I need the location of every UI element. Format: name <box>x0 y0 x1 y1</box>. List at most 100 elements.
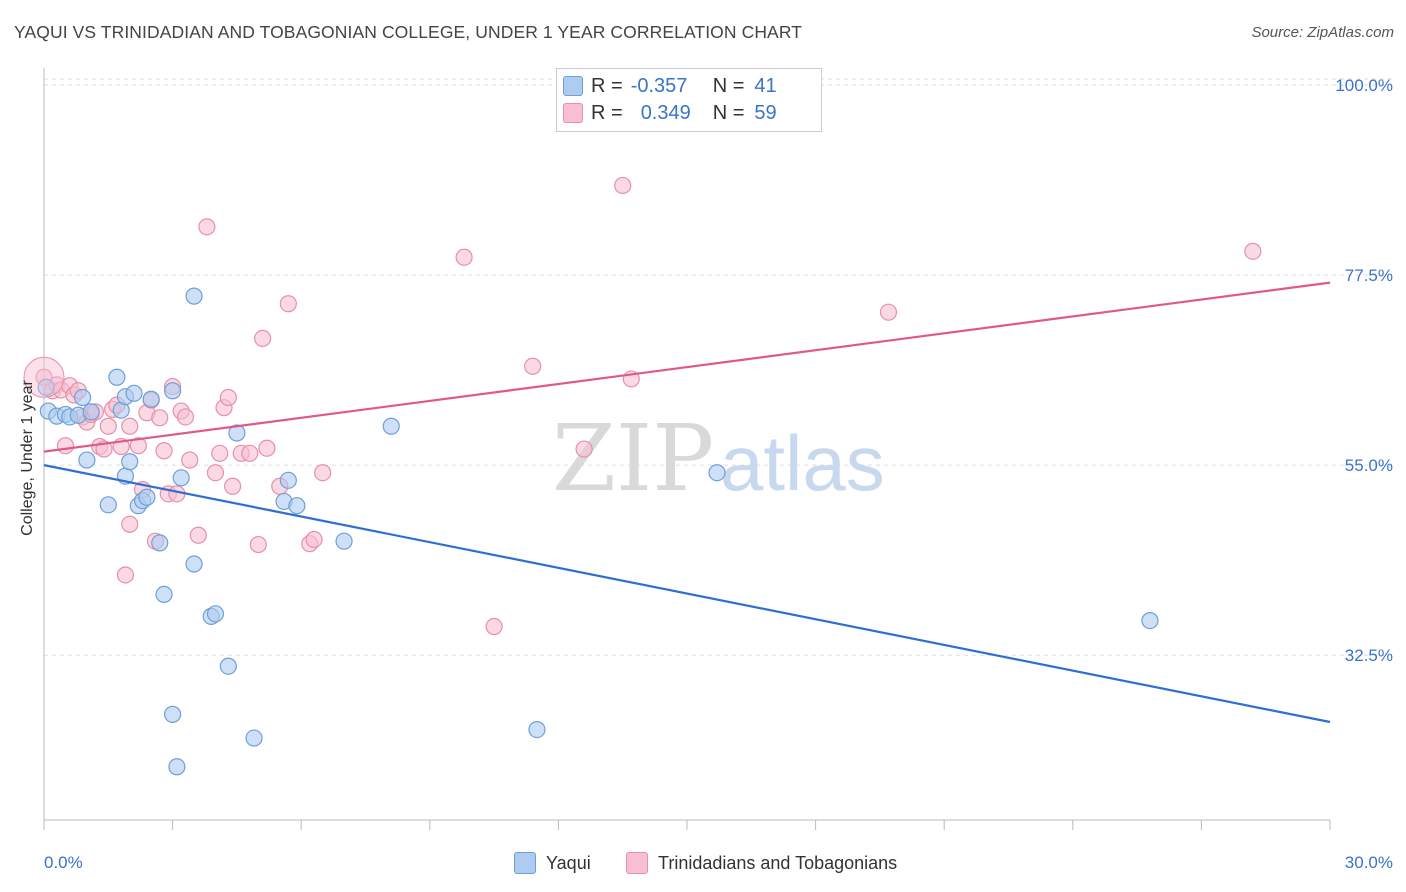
yaqui-point <box>206 605 225 623</box>
n-value: 59 <box>754 101 777 124</box>
trinidadian-point <box>181 451 199 469</box>
yaqui-point <box>164 382 182 400</box>
legend-label-trinidadian: Trinidadians and Tobagonians <box>658 852 898 873</box>
trinidadian-point <box>258 439 276 457</box>
yaqui-point <box>108 368 126 386</box>
grid-layer <box>44 78 1395 656</box>
axis-layer <box>43 68 1331 830</box>
legend-row-trinidadian: R = 0.349 N = 59 <box>563 100 777 126</box>
trinidadian-point <box>129 437 147 455</box>
y-tick-label: 32.5% <box>1345 646 1393 665</box>
yaqui-point <box>164 705 182 723</box>
trinidadian-point <box>305 530 323 549</box>
yaqui-point <box>99 496 117 514</box>
watermark-zip: ZIP <box>552 405 714 512</box>
yaqui-point <box>121 453 139 471</box>
trinidadian-point <box>198 218 216 236</box>
tick-label-layer: 32.5% 55.0% 77.5% 100.0% 0.0% 30.0% <box>44 76 1393 872</box>
x-tick-label-start: 0.0% <box>44 853 83 872</box>
trinidadian-point <box>879 303 898 321</box>
r-value: 0.349 <box>640 101 691 124</box>
yaqui-point <box>37 378 55 396</box>
trinidadian-point <box>176 408 195 426</box>
yaqui-point <box>288 497 306 515</box>
yaqui-point <box>82 403 100 421</box>
r-label: R = <box>591 74 623 97</box>
yaqui-point <box>245 729 263 747</box>
series-legend: Yaqui Trinidadians and Tobagonians <box>0 852 1406 878</box>
yaqui-point <box>185 555 203 573</box>
trinidadian-point <box>151 409 169 427</box>
trinidadian-point <box>224 477 242 495</box>
yaqui-point <box>142 390 160 408</box>
trinidadian-point <box>189 526 207 544</box>
yaqui-point <box>1141 611 1159 630</box>
trinidadian-point <box>116 566 135 584</box>
yaqui-trend-line <box>43 464 1331 724</box>
trinidadian-point <box>314 464 332 482</box>
trinidadian-point <box>279 295 297 313</box>
trinidadian-point <box>614 176 632 195</box>
trinidadian-point <box>121 417 139 435</box>
yaqui-point <box>219 657 237 675</box>
trinidadian-point <box>254 329 272 347</box>
yaqui-point <box>155 585 173 604</box>
yaqui-point <box>708 464 726 482</box>
yaqui-point <box>279 471 297 489</box>
r-label: R = <box>591 101 623 124</box>
yaqui-point <box>228 424 246 442</box>
trinidadian-point <box>56 437 75 455</box>
n-value: 41 <box>754 74 777 97</box>
trinidadian-point <box>1244 242 1262 260</box>
trinidadian-swatch <box>563 103 583 123</box>
yaqui-point <box>138 488 156 506</box>
chart-title: YAQUI VS TRINIDADIAN AND TOBAGONIAN COLL… <box>14 22 803 42</box>
trinidadian-point <box>211 444 229 462</box>
yaqui-swatch <box>563 76 583 96</box>
legend-item-yaqui[interactable]: Yaqui <box>514 852 591 874</box>
yaqui-legend-swatch <box>514 852 536 874</box>
trinidadian-point <box>121 515 139 533</box>
legend-row-yaqui: R = -0.357 N = 41 <box>563 73 777 99</box>
trinidadian-point <box>241 444 259 462</box>
trinidadian-trend-line <box>43 281 1331 453</box>
trinidadian-point <box>485 617 503 636</box>
trinidadian-point <box>524 357 542 375</box>
trinidadian-point <box>249 535 267 554</box>
source-note: Source: ZipAtlas.com <box>1251 24 1394 41</box>
yaqui-point <box>185 287 203 305</box>
watermark-atlas: atlas <box>720 419 885 507</box>
legend-label-yaqui: Yaqui <box>546 852 591 873</box>
yaqui-point <box>168 758 186 776</box>
trinidadian-cluster-point <box>23 356 65 398</box>
yaqui-point <box>172 469 190 487</box>
n-label: N = <box>712 101 745 124</box>
n-label: N = <box>712 74 745 97</box>
trinidadian-legend-swatch <box>626 852 648 874</box>
watermark: ZIP atlas <box>552 405 885 512</box>
trinidadian-point <box>99 417 117 435</box>
yaqui-point <box>73 388 92 407</box>
correlation-legend: R = -0.357 N = 41 R = 0.349 N = 59 <box>556 68 822 132</box>
yaqui-point <box>125 384 143 402</box>
trinidadian-point <box>206 464 225 482</box>
trinidadian-point <box>455 248 473 266</box>
trinidadian-point <box>219 388 237 407</box>
yaqui-point <box>382 417 400 435</box>
points-layer <box>23 176 1262 776</box>
yaqui-point <box>528 720 546 739</box>
x-tick-label-end: 30.0% <box>1345 853 1393 872</box>
y-axis-title: College, Under 1 year <box>19 380 36 536</box>
yaqui-point <box>151 534 169 552</box>
yaqui-point <box>335 532 353 550</box>
yaqui-point <box>78 451 96 469</box>
trinidadian-point <box>575 440 593 458</box>
y-tick-label: 77.5% <box>1345 266 1393 285</box>
y-tick-label: 55.0% <box>1345 456 1393 475</box>
legend-item-trinidadian[interactable]: Trinidadians and Tobagonians <box>626 852 897 874</box>
r-value: -0.357 <box>630 74 688 97</box>
trend-layer <box>43 281 1331 724</box>
trinidadian-point <box>155 442 173 460</box>
y-tick-label: 100.0% <box>1335 76 1393 95</box>
